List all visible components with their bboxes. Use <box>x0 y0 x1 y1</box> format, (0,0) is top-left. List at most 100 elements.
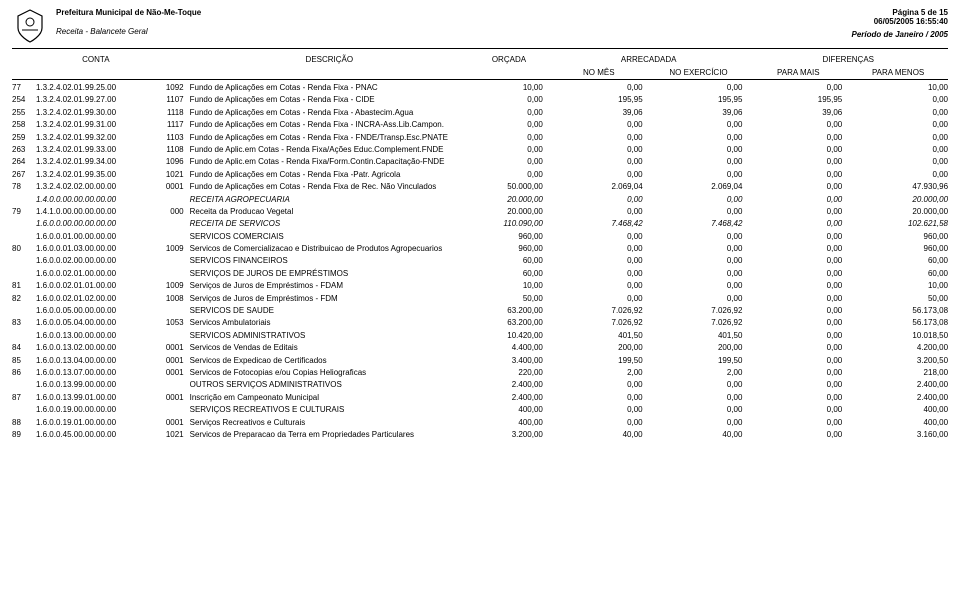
cell-conta: 1.3.2.4.02.01.99.31.00 <box>36 120 156 130</box>
cell-para-mais: 0,00 <box>748 281 848 291</box>
cell-index: 254 <box>12 95 36 105</box>
cell-no-mes: 0,00 <box>549 120 649 130</box>
cell-conta: 1.3.2.4.02.01.99.30.00 <box>36 108 156 118</box>
cell-orcada: 3.200,00 <box>469 430 549 440</box>
cell-orcada: 3.400,00 <box>469 356 549 366</box>
cell-no-mes: 0,00 <box>549 207 649 217</box>
cell-index <box>12 232 36 242</box>
cell-no-exercicio: 7.026,92 <box>649 318 749 328</box>
cell-no-exercicio: 401,50 <box>649 331 749 341</box>
cell-orcada: 10,00 <box>469 83 549 93</box>
cell-no-mes: 0,00 <box>549 393 649 403</box>
cell-conta: 1.6.0.0.01.00.00.00.00 <box>36 232 156 242</box>
table-row: 2641.3.2.4.02.01.99.34.001096Fundo de Ap… <box>12 156 948 168</box>
cell-conta: 1.3.2.4.02.02.00.00.00 <box>36 182 156 192</box>
cell-conta: 1.6.0.0.02.01.01.00.00 <box>36 281 156 291</box>
cell-conta: 1.6.0.0.02.01.02.00.00 <box>36 294 156 304</box>
cell-desc: Fundo de Aplicações em Cotas - Renda Fix… <box>190 95 469 105</box>
cell-desc: Fundo de Aplicações em Cotas - Renda Fix… <box>190 170 469 180</box>
cell-para-menos: 3.160,00 <box>848 430 948 440</box>
cell-para-mais: 0,00 <box>748 393 848 403</box>
header-left: Prefeitura Municipal de Não-Me-Toque Rec… <box>56 8 201 44</box>
cell-para-mais: 0,00 <box>748 133 848 143</box>
cell-conta: 1.6.0.0.02.00.00.00.00 <box>36 256 156 266</box>
cell-para-mais: 0,00 <box>748 269 848 279</box>
cell-conta: 1.6.0.0.45.00.00.00.00 <box>36 430 156 440</box>
cell-para-mais: 0,00 <box>748 170 848 180</box>
cell-para-menos: 47.930,96 <box>848 182 948 192</box>
cell-desc: RECEITA AGROPECUARIA <box>190 195 469 205</box>
cell-index <box>12 380 36 390</box>
cell-index <box>12 219 36 229</box>
cell-para-menos: 10,00 <box>848 281 948 291</box>
table-row: 811.6.0.0.02.01.01.00.001009Serviços de … <box>12 280 948 292</box>
cell-desc: SERVICOS FINANCEIROS <box>190 256 469 266</box>
cell-no-exercicio: 0,00 <box>649 269 749 279</box>
cell-cod: 1096 <box>156 157 190 167</box>
cell-para-menos: 10,00 <box>848 83 948 93</box>
cell-conta: 1.6.0.0.13.02.00.00.00 <box>36 343 156 353</box>
table-row: 881.6.0.0.19.01.00.00.000001Serviços Rec… <box>12 417 948 429</box>
cell-desc: Servicos de Preparacao da Terra em Propr… <box>190 430 469 440</box>
cell-desc: Fundo de Aplicações em Cotas - Renda Fix… <box>190 83 469 93</box>
cell-orcada: 0,00 <box>469 157 549 167</box>
cell-orcada: 0,00 <box>469 133 549 143</box>
table-row: 2631.3.2.4.02.01.99.33.001108Fundo de Ap… <box>12 144 948 156</box>
cell-cod: 1021 <box>156 430 190 440</box>
cell-cod: 1117 <box>156 120 190 130</box>
cell-cod: 1118 <box>156 108 190 118</box>
cell-desc: Servicos de Expedicao de Certificados <box>190 356 469 366</box>
col-no-exercicio: NO EXERCÍCIO <box>649 68 749 77</box>
cell-index: 89 <box>12 430 36 440</box>
cell-para-menos: 10.018,50 <box>848 331 948 341</box>
cell-conta: 1.3.2.4.02.01.99.25.00 <box>36 83 156 93</box>
table-row: 831.6.0.0.05.04.00.00.001053Servicos Amb… <box>12 317 948 329</box>
cell-no-mes: 0,00 <box>549 281 649 291</box>
cell-desc: Fundo de Aplicações em Cotas - Renda Fix… <box>190 108 469 118</box>
cell-cod: 0001 <box>156 418 190 428</box>
cell-cod: 1092 <box>156 83 190 93</box>
cell-para-menos: 60,00 <box>848 269 948 279</box>
cell-cod: 0001 <box>156 393 190 403</box>
cell-no-mes: 39,06 <box>549 108 649 118</box>
cell-para-menos: 960,00 <box>848 232 948 242</box>
cell-desc: Serviços de Juros de Empréstimos - FDAM <box>190 281 469 291</box>
cell-conta: 1.6.0.0.13.99.01.00.00 <box>36 393 156 403</box>
cell-no-exercicio: 2,00 <box>649 368 749 378</box>
table-row: 2591.3.2.4.02.01.99.32.001103Fundo de Ap… <box>12 132 948 144</box>
cell-orcada: 4.400,00 <box>469 343 549 353</box>
cell-para-menos: 20.000,00 <box>848 195 948 205</box>
cell-index: 82 <box>12 294 36 304</box>
cell-no-mes: 2.069,04 <box>549 182 649 192</box>
cell-index: 263 <box>12 145 36 155</box>
cell-para-mais: 0,00 <box>748 207 848 217</box>
cell-desc: SERVIÇOS RECREATIVOS E CULTURAIS <box>190 405 469 415</box>
cell-para-menos: 2.400,00 <box>848 393 948 403</box>
column-headers-sub: NO MÊS NO EXERCÍCIO PARA MAIS PARA MENOS <box>12 68 948 80</box>
cell-no-exercicio: 40,00 <box>649 430 749 440</box>
cell-para-mais: 0,00 <box>748 368 848 378</box>
cell-no-mes: 7.468,42 <box>549 219 649 229</box>
cell-conta: 1.6.0.0.13.00.00.00.00 <box>36 331 156 341</box>
cell-conta: 1.3.2.4.02.01.99.34.00 <box>36 157 156 167</box>
cell-no-mes: 0,00 <box>549 145 649 155</box>
cell-no-exercicio: 0,00 <box>649 195 749 205</box>
table-row: 871.6.0.0.13.99.01.00.000001Inscrição em… <box>12 392 948 404</box>
cell-para-menos: 20.000,00 <box>848 207 948 217</box>
cell-cod: 1009 <box>156 244 190 254</box>
cell-conta: 1.3.2.4.02.01.99.32.00 <box>36 133 156 143</box>
cell-cod <box>156 269 190 279</box>
org-logo <box>12 8 48 44</box>
cell-index: 267 <box>12 170 36 180</box>
report-page: Prefeitura Municipal de Não-Me-Toque Rec… <box>0 0 960 449</box>
cell-no-mes: 0,00 <box>549 83 649 93</box>
cell-orcada: 63.200,00 <box>469 306 549 316</box>
cell-conta: 1.6.0.0.02.01.00.00.00 <box>36 269 156 279</box>
cell-para-mais: 0,00 <box>748 232 848 242</box>
cell-orcada: 0,00 <box>469 170 549 180</box>
cell-no-mes: 0,00 <box>549 157 649 167</box>
cell-desc: Fundo de Aplic.em Cotas - Renda Fixa/Açõ… <box>190 145 469 155</box>
cell-para-menos: 0,00 <box>848 145 948 155</box>
cell-para-mais: 0,00 <box>748 331 848 341</box>
table-row: 791.4.1.0.00.00.00.00.00000Receita da Pr… <box>12 206 948 218</box>
